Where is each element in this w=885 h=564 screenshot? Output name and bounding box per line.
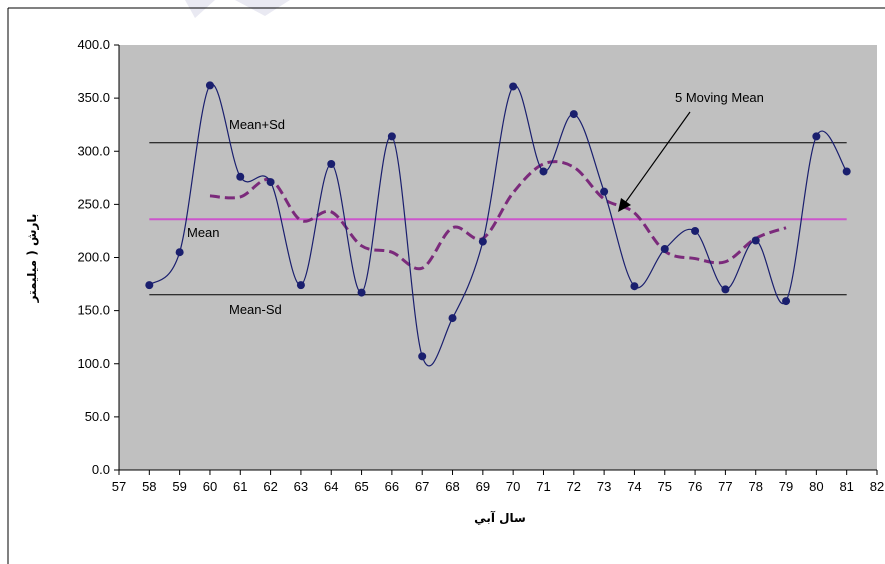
data-point-77 — [721, 285, 730, 294]
x-tick-label-22: 79 — [779, 479, 793, 494]
x-tick-label-5: 62 — [263, 479, 277, 494]
reference-lines — [149, 142, 847, 296]
data-point-61 — [236, 172, 245, 181]
data-point-72 — [569, 110, 578, 119]
x-tick-label-9: 66 — [385, 479, 399, 494]
x-tick-label-8: 65 — [354, 479, 368, 494]
x-axis-title: سال آبي — [474, 510, 526, 525]
y-tick-label-0: 0.0 — [92, 462, 110, 477]
y-tick-label-2: 100.0 — [77, 356, 110, 371]
data-point-65 — [357, 288, 366, 297]
y-tick-label-4: 200.0 — [77, 250, 110, 265]
data-point-59 — [175, 248, 184, 257]
data-point-60 — [205, 81, 214, 90]
data-point-64 — [327, 160, 336, 168]
data-point-81 — [842, 167, 851, 176]
series-layer — [145, 81, 851, 367]
series-line-moving-mean — [209, 160, 787, 271]
data-point-73 — [600, 187, 609, 196]
data-point-80 — [812, 132, 821, 141]
x-tick-label-25: 82 — [870, 479, 884, 494]
x-tick-label-10: 67 — [415, 479, 429, 494]
x-tick-label-21: 78 — [748, 479, 762, 494]
x-tick-label-7: 64 — [324, 479, 338, 494]
x-tick-label-4: 61 — [233, 479, 247, 494]
watermark-graphic — [185, 0, 290, 18]
annotation-moving-mean: 5 Moving Mean — [675, 90, 764, 105]
y-tick-label-6: 300.0 — [77, 143, 110, 158]
x-tick-label-23: 80 — [809, 479, 823, 494]
data-point-74 — [630, 282, 639, 291]
axes: 0.0 50.0 100.0 150.0 200.0 250.0 300.0 350.0 400… — [77, 37, 884, 494]
data-point-58 — [145, 281, 154, 290]
y-tick-label-8: 400.0 — [77, 37, 110, 52]
x-tick-label-3: 60 — [203, 479, 217, 494]
x-tick-label-13: 70 — [506, 479, 520, 494]
data-point-78 — [751, 236, 760, 245]
data-point-79 — [782, 297, 791, 306]
x-tick-label-0: 57 — [112, 479, 126, 494]
annotation-mean-plus-sd: Mean+Sd — [229, 117, 285, 132]
data-point-62 — [266, 178, 275, 187]
y-axis-title: بارش ( ميليمتر — [25, 214, 39, 304]
data-point-67 — [418, 352, 427, 361]
x-tick-label-14: 71 — [536, 479, 550, 494]
data-point-76 — [691, 226, 700, 235]
data-point-63 — [296, 281, 305, 290]
data-point-70 — [509, 82, 518, 91]
annotation-mean-minus-sd: Mean-Sd — [229, 302, 282, 317]
x-tick-label-19: 76 — [688, 479, 702, 494]
data-point-68 — [448, 314, 457, 323]
x-tick-label-20: 77 — [718, 479, 732, 494]
x-tick-label-6: 63 — [294, 479, 308, 494]
x-tick-label-11: 68 — [445, 479, 459, 494]
y-tick-label-7: 350.0 — [77, 90, 110, 105]
annotation-mean: Mean — [187, 225, 220, 240]
annotation-arrow — [618, 111, 691, 212]
y-tick-label-5: 250.0 — [77, 196, 110, 211]
y-tick-label-3: 150.0 — [77, 303, 110, 318]
x-tick-label-2: 59 — [172, 479, 186, 494]
data-point-75 — [660, 245, 669, 253]
x-tick-label-24: 81 — [839, 479, 853, 494]
x-tick-label-1: 58 — [142, 479, 156, 494]
plot-area — [119, 45, 877, 470]
y-tick-label-1: 50.0 — [85, 409, 110, 424]
data-point-69 — [478, 237, 487, 246]
x-tick-label-12: 69 — [476, 479, 490, 494]
x-tick-label-17: 74 — [627, 479, 641, 494]
x-tick-label-16: 73 — [597, 479, 611, 494]
data-point-66 — [387, 132, 396, 141]
x-tick-label-18: 75 — [658, 479, 672, 494]
x-tick-label-15: 72 — [567, 479, 581, 494]
data-point-71 — [539, 167, 548, 176]
